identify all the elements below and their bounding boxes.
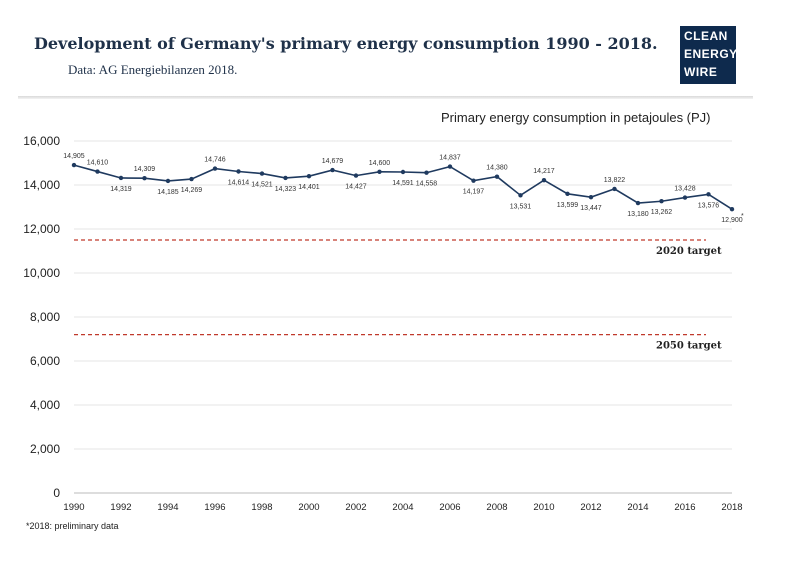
data-label: 13,531 xyxy=(510,203,532,210)
header-divider xyxy=(18,96,753,99)
logo-line-2: ENERGY xyxy=(684,47,738,61)
data-point xyxy=(400,169,406,175)
data-point xyxy=(612,186,617,192)
data-label: 14,600 xyxy=(369,160,391,167)
x-tick-label: 2018 xyxy=(721,502,742,513)
data-point xyxy=(142,176,147,181)
data-point xyxy=(447,164,453,169)
chart-subtitle: Data: AG Energiebilanzen 2018. xyxy=(68,62,238,77)
chart-title: Development of Germany's primary energy … xyxy=(34,34,658,53)
data-label: 13,599 xyxy=(557,202,579,209)
logo-line-1: CLEAN xyxy=(684,29,728,43)
y-tick-label: 2,000 xyxy=(30,442,60,456)
data-label: 14,679 xyxy=(322,158,344,165)
target-label: 2020 target xyxy=(656,246,722,257)
y-tick-label: 8,000 xyxy=(30,310,60,324)
data-label: 14,427 xyxy=(345,184,367,191)
target-label: 2050 target xyxy=(656,341,722,352)
x-tick-label: 2010 xyxy=(533,502,554,513)
data-point xyxy=(306,173,312,179)
x-tick-label: 2016 xyxy=(674,502,695,513)
data-label: 13,180 xyxy=(627,211,649,218)
data-point xyxy=(588,194,594,200)
data-label: 13,447 xyxy=(580,205,602,212)
y-tick-label: 14,000 xyxy=(23,178,60,192)
data-label: 14,746 xyxy=(204,157,226,164)
data-point xyxy=(729,207,735,212)
data-label: 14,614 xyxy=(228,179,250,186)
data-label: 13,428 xyxy=(674,186,696,193)
data-label: 14,185 xyxy=(157,189,179,196)
x-tick-label: 2002 xyxy=(345,502,366,513)
data-label: 14,197 xyxy=(463,189,485,196)
data-point xyxy=(259,171,265,176)
data-point xyxy=(330,167,335,173)
x-tick-label: 2014 xyxy=(627,502,648,513)
x-tick-label: 1994 xyxy=(157,502,178,513)
y-tick-label: 4,000 xyxy=(30,398,60,412)
data-point xyxy=(682,195,688,200)
logo-line-3: WIRE xyxy=(684,65,718,79)
data-point xyxy=(283,175,288,181)
data-label: 14,380 xyxy=(486,165,508,172)
y-tick-label: 10,000 xyxy=(23,266,60,280)
data-label: 13,576 xyxy=(698,202,720,209)
data-point xyxy=(494,174,500,179)
data-point xyxy=(212,166,218,171)
chart-unit-label: Primary energy consumption in petajoules… xyxy=(441,110,711,125)
data-label: 13,822 xyxy=(604,177,626,184)
data-label: 14,610 xyxy=(87,160,109,167)
y-tick-label: 12,000 xyxy=(23,222,60,236)
x-tick-label: 1996 xyxy=(204,502,225,513)
data-point xyxy=(518,193,523,198)
y-tick-label: 16,000 xyxy=(23,134,60,148)
data-point xyxy=(236,169,241,174)
preliminary-marker: * xyxy=(741,213,744,220)
data-point xyxy=(565,191,570,197)
data-label: 12,900 xyxy=(721,217,743,224)
data-point xyxy=(118,175,124,181)
data-point xyxy=(659,199,664,204)
clean-energy-wire-logo: CLEAN ENERGY WIRE xyxy=(680,26,738,84)
y-tick-label: 0 xyxy=(53,486,60,500)
x-tick-label: 1992 xyxy=(110,502,131,513)
data-label: 14,401 xyxy=(298,184,320,191)
x-tick-label: 2012 xyxy=(580,502,601,513)
x-tick-label: 1998 xyxy=(251,502,272,513)
data-label: 14,319 xyxy=(110,186,132,193)
data-point xyxy=(71,162,77,168)
x-tick-label: 2006 xyxy=(439,502,460,513)
data-point xyxy=(706,192,711,197)
data-label: 14,905 xyxy=(63,153,85,160)
data-point xyxy=(471,178,476,183)
x-tick-label: 2008 xyxy=(486,502,507,513)
data-point xyxy=(95,169,100,174)
data-point xyxy=(424,170,429,175)
data-label: 14,591 xyxy=(392,180,414,187)
data-label: 14,558 xyxy=(416,181,438,188)
data-label: 14,309 xyxy=(134,166,156,173)
data-label: 14,521 xyxy=(251,182,273,189)
x-tick-label: 2004 xyxy=(392,502,413,513)
data-point xyxy=(377,169,382,174)
data-label: 14,269 xyxy=(181,187,203,194)
x-tick-label: 2000 xyxy=(298,502,319,513)
x-tick-label: 1990 xyxy=(63,502,84,513)
y-tick-label: 6,000 xyxy=(30,354,60,368)
data-point xyxy=(165,178,171,184)
data-point xyxy=(189,176,194,182)
data-point xyxy=(353,173,359,178)
data-point xyxy=(541,178,547,183)
data-label: 14,323 xyxy=(275,186,297,193)
data-label: 13,262 xyxy=(651,209,673,216)
footnote: *2018: preliminary data xyxy=(26,521,119,531)
data-label: 14,837 xyxy=(439,155,461,162)
data-label: 14,217 xyxy=(533,168,555,175)
data-point xyxy=(635,200,641,206)
